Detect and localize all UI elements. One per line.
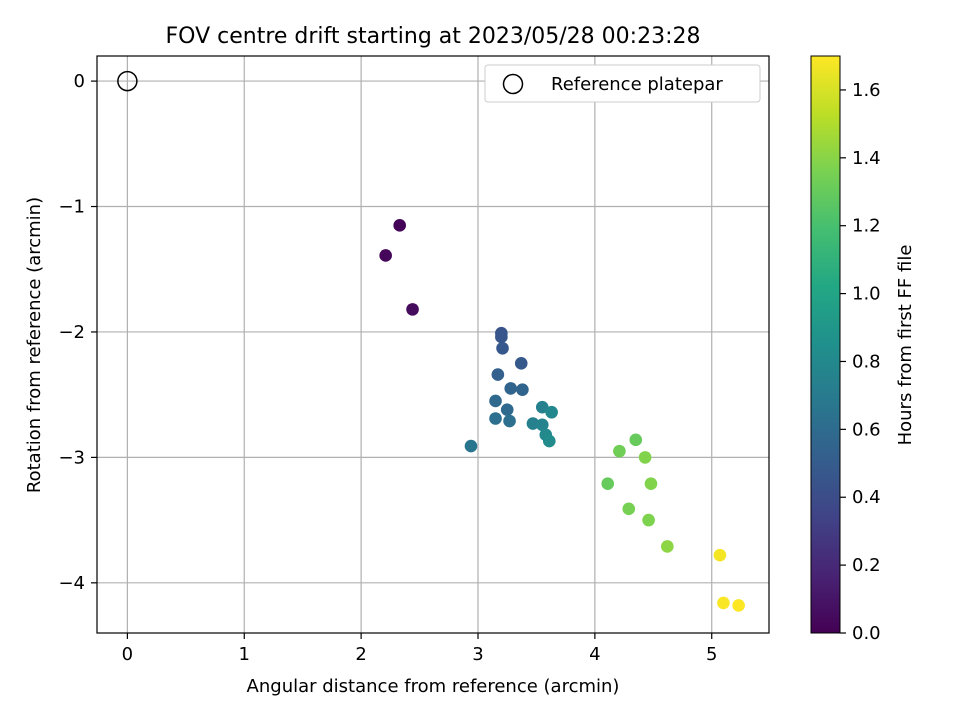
scatter-point xyxy=(717,596,730,610)
x-tick-label: 4 xyxy=(589,644,600,665)
scatter-point xyxy=(661,540,674,553)
scatter-point xyxy=(535,400,549,414)
legend-marker-icon xyxy=(502,73,524,95)
y-tick-label: −4 xyxy=(58,573,85,594)
colorbar-gradient xyxy=(810,55,841,634)
colorbar-tick-label: 0.2 xyxy=(852,555,881,576)
colorbar-tick-label: 1.4 xyxy=(852,148,881,169)
reference-marker xyxy=(117,70,138,92)
scatter-point xyxy=(622,502,636,516)
reference-point-marker xyxy=(117,70,138,92)
scatter-point xyxy=(542,434,556,448)
y-tick-label: 0 xyxy=(74,71,85,92)
data-points xyxy=(379,219,745,612)
legend: Reference platepar xyxy=(484,64,761,103)
scatter-point xyxy=(601,477,615,491)
scatter-point xyxy=(489,412,502,425)
scatter-point xyxy=(393,219,406,232)
colorbar-label: Hours from first FF file xyxy=(895,245,916,446)
scatter-point xyxy=(495,330,508,344)
scatter-point xyxy=(535,418,549,432)
colorbar-tick-label: 1.6 xyxy=(852,80,881,101)
grid xyxy=(97,56,769,633)
colorbar: 0.0 0.2 0.4 0.6 0.8 1.0 1.2 1.4 1.6 Hours from f… xyxy=(810,55,916,644)
scatter-point xyxy=(642,513,655,527)
legend-label: Reference platepar xyxy=(551,74,723,95)
scatter-point xyxy=(638,451,652,464)
plot-frame xyxy=(96,55,770,634)
x-tick-label: 2 xyxy=(355,644,366,665)
scatter-point xyxy=(464,439,478,453)
y-tick-label: −3 xyxy=(58,447,85,468)
colorbar-ticks: 0.0 0.2 0.4 0.6 0.8 1.0 1.2 1.4 1.6 xyxy=(840,80,881,644)
x-tick-label: 3 xyxy=(472,644,483,665)
scatter-point xyxy=(489,394,502,408)
y-tick-label: −2 xyxy=(58,322,85,343)
scatter-point xyxy=(613,444,626,458)
x-tick-label: 1 xyxy=(239,644,250,665)
scatter-point xyxy=(503,414,516,428)
scatter-point xyxy=(514,357,528,370)
colorbar-tick-label: 0.6 xyxy=(852,419,881,440)
scatter-point xyxy=(713,548,727,562)
x-axis-label: Angular distance from reference (arcmin) xyxy=(247,676,620,697)
scatter-point xyxy=(629,433,643,447)
colorbar-tick-label: 0.4 xyxy=(852,487,881,508)
scatter-point xyxy=(644,477,658,491)
scatter-point xyxy=(491,368,505,381)
scatter-point xyxy=(732,599,745,612)
scatter-point xyxy=(379,249,392,262)
scatter-point xyxy=(406,303,419,316)
y-axis-label: Rotation from reference (arcmin) xyxy=(24,197,45,493)
scatter-point xyxy=(545,405,558,419)
x-tick-label: 5 xyxy=(706,644,717,665)
scatter-point xyxy=(526,417,540,430)
colorbar-tick-label: 0.8 xyxy=(852,351,881,372)
axis-ticks: 0 1 2 3 4 5 0 −1 −2 −3 −4 xyxy=(58,71,717,665)
y-tick-label: −1 xyxy=(58,197,85,218)
scatter-point xyxy=(516,383,529,396)
legend-box xyxy=(484,64,761,103)
colorbar-tick-label: 1.2 xyxy=(852,216,881,237)
scatter-point xyxy=(504,382,518,395)
colorbar-tick-label: 0.0 xyxy=(852,623,881,644)
chart-title: FOV centre drift starting at 2023/05/28 … xyxy=(166,24,701,49)
x-tick-label: 0 xyxy=(122,644,133,665)
colorbar-tick-label: 1.0 xyxy=(852,284,881,305)
scatter-point xyxy=(496,341,509,355)
scatter-point xyxy=(500,403,514,417)
